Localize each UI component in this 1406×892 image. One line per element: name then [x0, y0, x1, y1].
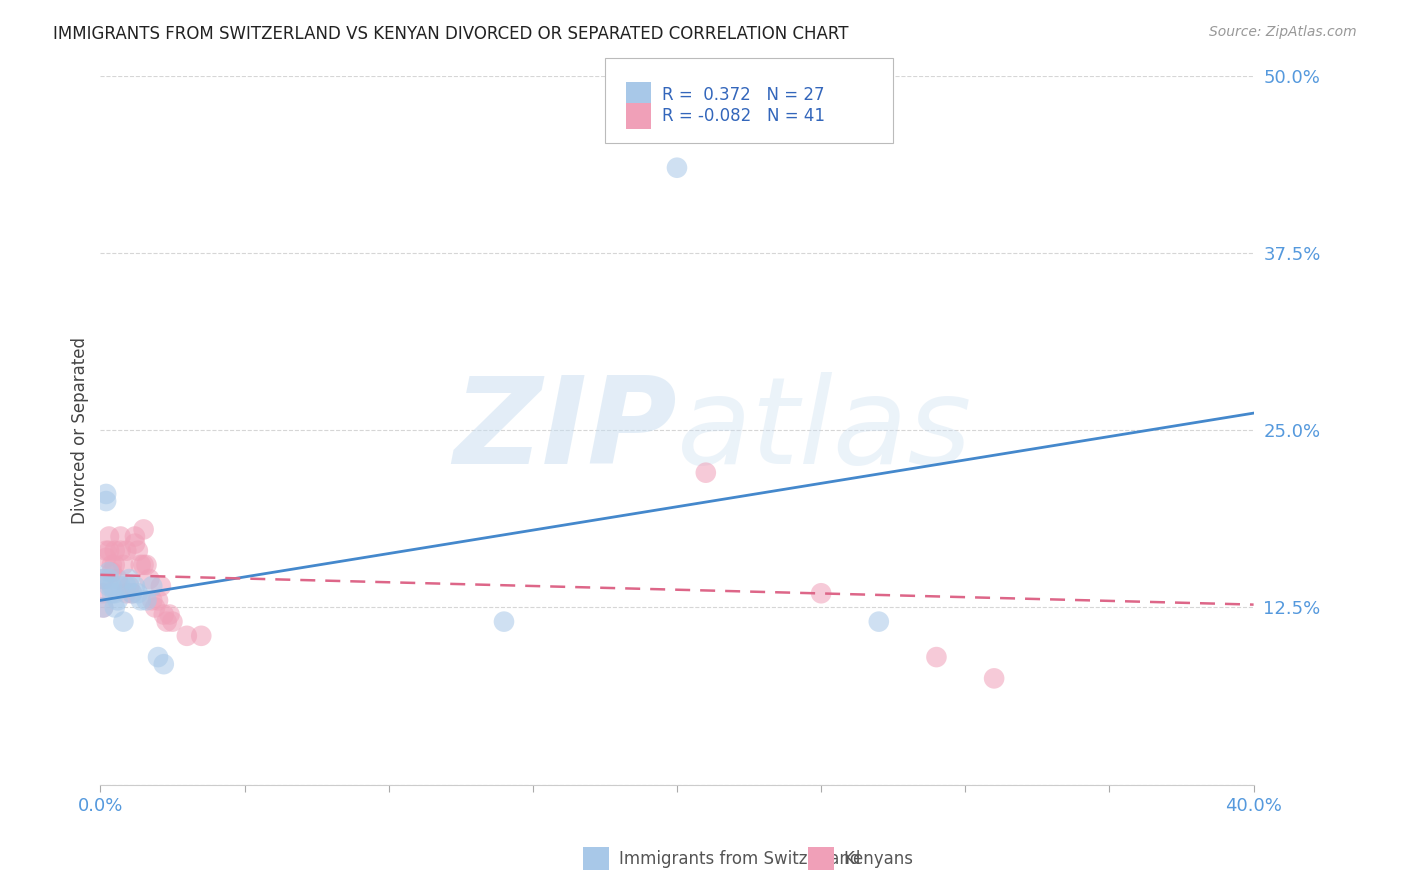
Text: R = -0.082   N = 41: R = -0.082 N = 41 [662, 107, 825, 125]
Point [146, 593, 169, 607]
Point [141, 579, 163, 593]
Point [107, 572, 129, 586]
Point [152, 607, 174, 622]
Point [101, 558, 124, 572]
Y-axis label: Divorced or Separated: Divorced or Separated [72, 336, 89, 524]
Point [110, 543, 132, 558]
Point [152, 657, 174, 672]
Point [91, 586, 114, 600]
Point [94, 494, 117, 508]
Point [91, 600, 114, 615]
Text: atlas: atlas [676, 372, 973, 489]
Point [156, 615, 179, 629]
Point [104, 600, 127, 615]
Point [94, 543, 117, 558]
Text: Kenyans: Kenyans [844, 849, 914, 868]
Point [129, 558, 152, 572]
Point [124, 529, 146, 543]
Point [127, 586, 149, 600]
Point [94, 550, 117, 565]
Point [138, 572, 160, 586]
Point [665, 161, 688, 175]
Point [98, 572, 121, 586]
Point [91, 572, 114, 586]
Point [124, 579, 146, 593]
Point [118, 579, 141, 593]
Point [107, 593, 129, 607]
Point [104, 586, 127, 600]
Point [162, 615, 184, 629]
Point [141, 593, 163, 607]
Point [104, 543, 127, 558]
Point [110, 579, 132, 593]
Point [695, 466, 717, 480]
Point [190, 629, 212, 643]
Point [135, 593, 157, 607]
Point [132, 558, 155, 572]
Point [110, 529, 132, 543]
Point [101, 586, 124, 600]
Point [91, 600, 114, 615]
Point [101, 565, 124, 579]
Point [98, 579, 121, 593]
Text: R =  0.372   N = 27: R = 0.372 N = 27 [662, 87, 825, 104]
Point [98, 543, 121, 558]
Point [868, 615, 890, 629]
Point [159, 607, 181, 622]
Point [492, 615, 515, 629]
Point [98, 529, 121, 543]
Text: IMMIGRANTS FROM SWITZERLAND VS KENYAN DIVORCED OR SEPARATED CORRELATION CHART: IMMIGRANTS FROM SWITZERLAND VS KENYAN DI… [53, 25, 849, 43]
Point [925, 650, 948, 665]
Point [146, 650, 169, 665]
Point [91, 572, 114, 586]
Point [112, 615, 135, 629]
Text: ZIP: ZIP [453, 372, 676, 489]
Point [121, 586, 143, 600]
Point [101, 579, 124, 593]
Point [132, 523, 155, 537]
Point [810, 586, 832, 600]
Point [983, 672, 1005, 686]
Point [98, 565, 121, 579]
Point [112, 558, 135, 572]
Point [115, 543, 138, 558]
Point [104, 558, 127, 572]
Point [94, 487, 117, 501]
Point [121, 586, 143, 600]
Point [129, 593, 152, 607]
Point [115, 579, 138, 593]
Point [135, 558, 157, 572]
Point [124, 536, 146, 550]
Point [115, 586, 138, 600]
Point [127, 543, 149, 558]
Text: Immigrants from Switzerland: Immigrants from Switzerland [619, 849, 860, 868]
Text: Source: ZipAtlas.com: Source: ZipAtlas.com [1209, 25, 1357, 39]
Point [118, 572, 141, 586]
Point [149, 579, 172, 593]
Point [143, 600, 166, 615]
Point [176, 629, 198, 643]
